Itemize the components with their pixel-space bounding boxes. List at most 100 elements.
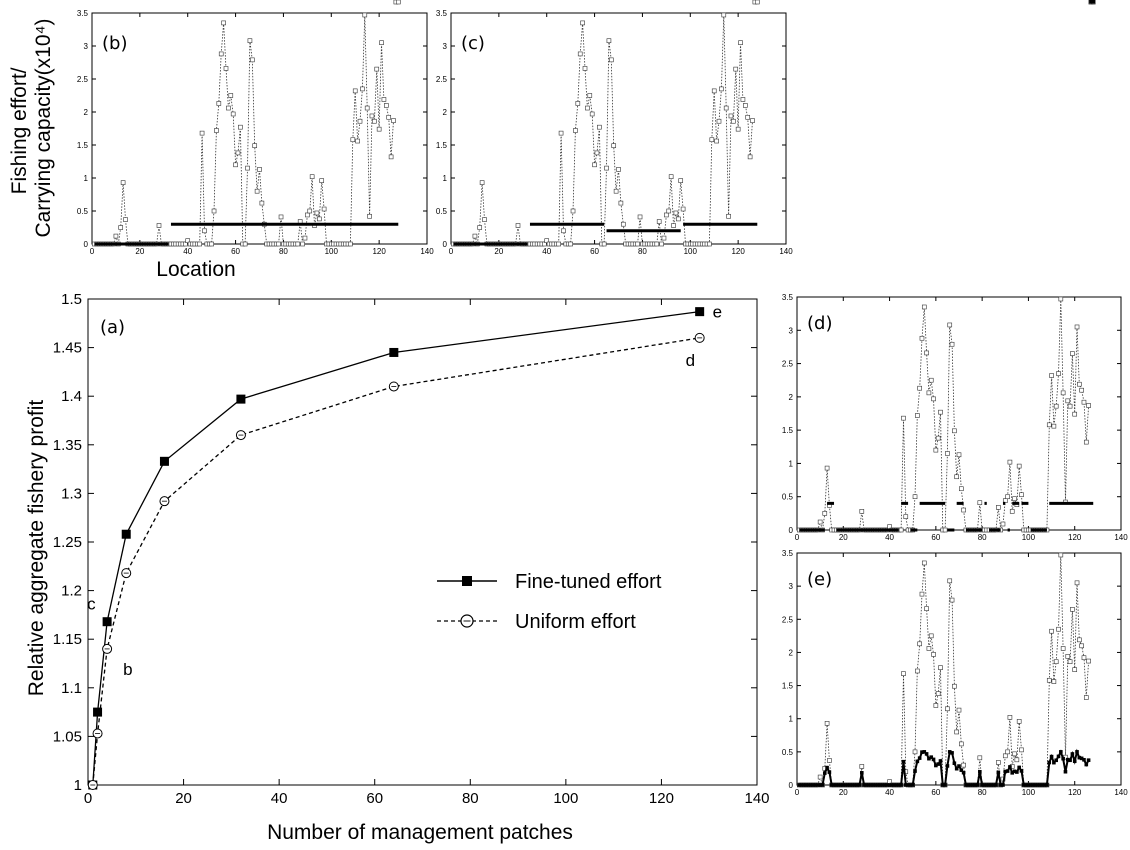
c-stock-point (668, 174, 674, 179)
a-fine-point (121, 529, 131, 539)
c-stock-point (582, 66, 588, 71)
e-effort-point (941, 783, 945, 787)
e-effort-point (931, 757, 936, 762)
d-ytick-label: 2.5 (782, 360, 794, 369)
e-effort-point (836, 783, 841, 787)
a-xtick-label: 120 (649, 790, 674, 807)
d-ytick-label: 0.5 (782, 493, 794, 502)
b-xtick-label: 100 (325, 247, 339, 256)
b-xtick-label: 140 (420, 247, 434, 256)
e-effort-point (883, 783, 887, 787)
a-annotation-c: c (87, 595, 96, 614)
b-stock-point (113, 233, 119, 239)
e-effort-point (936, 762, 940, 766)
e-effort-point (1068, 758, 1072, 763)
e-effort-point (1038, 783, 1042, 787)
c-ytick-label: 3.5 (436, 9, 448, 18)
c-stock-point (733, 66, 739, 72)
b-stock-point (314, 210, 320, 216)
b-stock-point (379, 40, 384, 46)
a-fine-point (159, 456, 169, 466)
b-stock-point (384, 103, 389, 108)
b-ytick-label: 0.5 (77, 207, 89, 216)
e-effort-point (938, 759, 943, 763)
d-stock-point (996, 505, 1001, 510)
e-stock-point (1012, 751, 1017, 757)
b-stock-point (245, 165, 250, 171)
e-effort-point (1033, 783, 1038, 787)
e-effort-point (878, 783, 883, 787)
d-xtick-label: 0 (795, 533, 800, 542)
e-effort-point (961, 770, 966, 775)
e-stock-point (1046, 677, 1052, 683)
e-stock-point (1053, 659, 1059, 665)
location-axis-label: Location (156, 258, 235, 281)
d-stock-point (817, 519, 823, 525)
e-effort-point (899, 783, 903, 787)
b-stock-point (257, 167, 262, 172)
a-xtick-label: 60 (366, 790, 383, 807)
d-stock-point (1067, 403, 1073, 409)
a-annotation-b: b (123, 660, 132, 679)
c-stock-point (609, 57, 614, 63)
a-ytick-label: 1.2 (61, 583, 82, 600)
e-effort-point (927, 756, 931, 761)
e-effort-point (871, 783, 876, 787)
d-panel-label: (d) (807, 313, 832, 334)
b-stock-point (317, 216, 322, 222)
b-xtick-label: 80 (279, 247, 288, 256)
c-stock-point (716, 118, 722, 124)
panel-a: 0 20 40 60 80 100 120 140 1 1.05 1.1 1.15 1.2 1.25 1.3… (53, 291, 770, 807)
b-stock-point (391, 118, 396, 123)
e-stock-point (1060, 646, 1066, 651)
c-stock-point (726, 213, 731, 219)
e-stock-point (1079, 643, 1084, 649)
e-effort-point (887, 783, 892, 787)
e-effort-point (811, 783, 815, 787)
e-effort-point (1003, 769, 1008, 774)
e-effort-point (818, 783, 822, 787)
b-stock-point (386, 114, 392, 120)
e-xtick-label: 120 (1068, 788, 1082, 797)
e-ytick-label: 0.5 (782, 748, 794, 757)
e-stock-point (949, 597, 955, 603)
e-effort-point (834, 783, 839, 787)
a-ytick-label: 1 (74, 777, 82, 794)
d-stock-point (956, 452, 962, 458)
c-stock-point (664, 212, 669, 218)
e-effort-point (1024, 783, 1028, 787)
e-effort-point (862, 783, 866, 787)
b-xtick-label: 20 (135, 247, 144, 256)
e-effort-point (885, 783, 890, 787)
e-effort-point (978, 769, 982, 774)
a-series-line-0 (92, 310, 700, 786)
b-ytick-label: 1 (84, 174, 89, 183)
b-stock-point (216, 101, 222, 106)
e-xtick-label: 80 (978, 788, 987, 797)
e-effort-point (839, 783, 843, 787)
b-stock-point (367, 213, 372, 219)
d-stock-line (799, 298, 1089, 531)
d-stock-point (1019, 492, 1024, 498)
c-ytick-label: 0.5 (436, 207, 448, 216)
e-stock-point (1058, 552, 1064, 558)
a-xtick-label: 80 (462, 790, 479, 807)
d-xtick-label: 60 (931, 533, 940, 542)
e-xtick-label: 60 (931, 788, 940, 797)
e-xtick-label: 0 (795, 788, 800, 797)
e-xtick-label: 20 (839, 788, 848, 797)
d-ytick-label: 1.5 (782, 426, 794, 435)
e-effort-point (802, 783, 806, 787)
e-effort-point (797, 783, 802, 787)
e-effort-point (980, 783, 984, 787)
e-stock-point (1086, 658, 1091, 664)
b-xtick-label: 60 (231, 247, 240, 256)
b-stock-point (395, 0, 401, 5)
e-stock-point (915, 668, 920, 674)
e-xtick-label: 100 (1022, 788, 1036, 797)
e-effort-point (869, 783, 873, 787)
e-stock-point (959, 741, 964, 747)
e-effort-point (1010, 771, 1015, 775)
e-stock-point (931, 652, 936, 657)
b-stock-point (321, 206, 327, 212)
